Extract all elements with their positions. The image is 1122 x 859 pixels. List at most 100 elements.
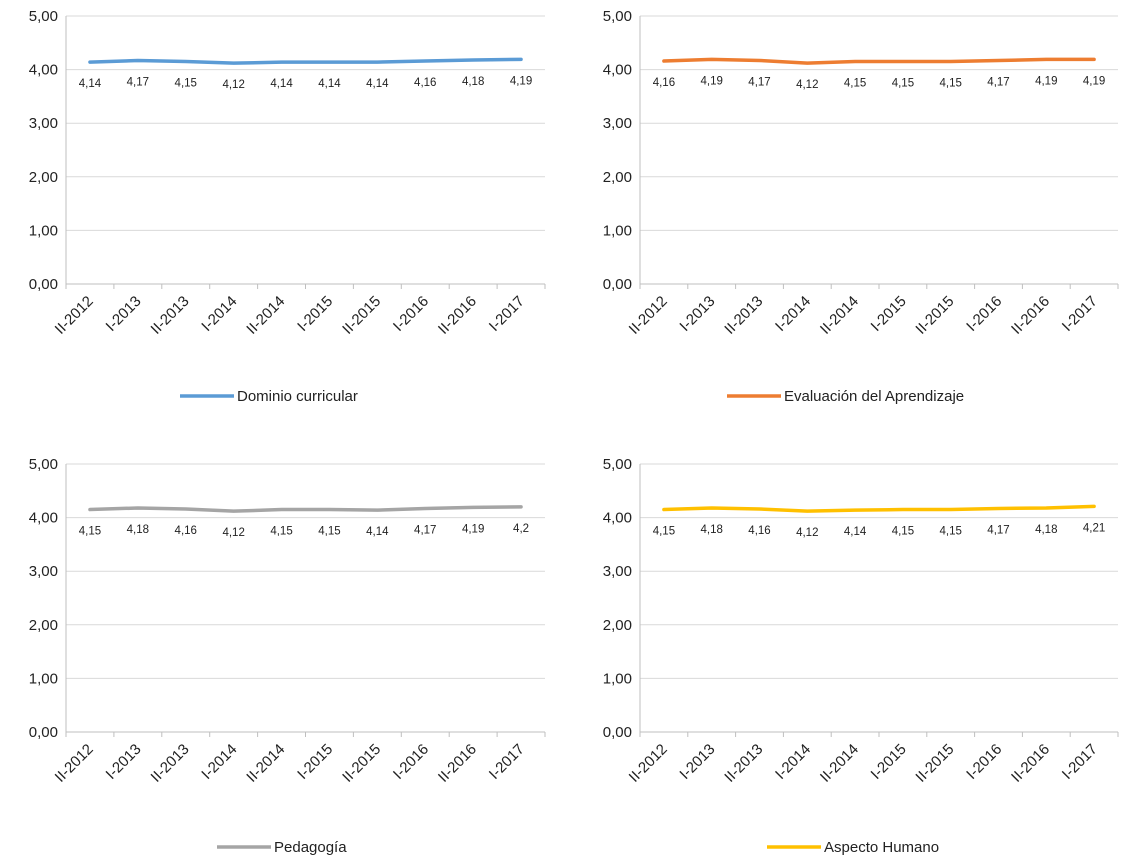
x-tick-label: I-2016 [390, 741, 432, 783]
x-tick-label: II-2016 [1008, 741, 1053, 786]
data-label: 4,15 [653, 526, 675, 538]
x-tick-label: II-2012 [52, 741, 97, 786]
legend-label: Dominio curricular [237, 388, 358, 405]
x-tick-label: I-2016 [390, 293, 432, 335]
x-tick-label: II-2012 [52, 293, 97, 338]
legend-label: Evaluación del Aprendizaje [784, 388, 964, 405]
x-tick-label: I-2015 [868, 293, 910, 335]
y-tick-label: 0,00 [603, 276, 632, 293]
data-label: 4,16 [414, 77, 436, 89]
data-label: 4,18 [127, 524, 149, 536]
data-label: 4,15 [940, 78, 962, 90]
data-label: 4,19 [1035, 75, 1057, 87]
y-tick-label: 3,00 [603, 563, 632, 580]
y-tick-label: 2,00 [29, 169, 58, 186]
data-label: 4,19 [462, 523, 484, 535]
x-tick-label: II-2013 [148, 293, 193, 338]
x-tick-label: I-2015 [294, 741, 336, 783]
data-label: 4,14 [366, 78, 389, 90]
series-line [662, 504, 1096, 513]
x-tick-label: I-2014 [772, 741, 814, 783]
y-tick-label: 0,00 [603, 724, 632, 741]
y-tick-label: 0,00 [29, 724, 58, 741]
data-label: 4,18 [462, 76, 484, 88]
x-tick-label: I-2017 [1059, 741, 1101, 783]
x-tick-label: II-2013 [721, 293, 766, 338]
y-tick-label: 2,00 [603, 617, 632, 634]
data-label: 4,17 [127, 76, 149, 88]
x-tick-label: II-2014 [243, 741, 288, 786]
data-label: 4,15 [79, 526, 101, 538]
y-tick-label: 3,00 [29, 115, 58, 132]
x-tick-label: II-2016 [435, 741, 480, 786]
x-tick-label: I-2016 [963, 293, 1005, 335]
y-tick-label: 5,00 [29, 8, 58, 25]
data-label: 4,17 [987, 76, 1009, 88]
data-label: 4,17 [987, 524, 1009, 536]
data-label: 4,12 [222, 527, 244, 539]
x-tick-label: I-2013 [676, 741, 718, 783]
series-line [662, 57, 1096, 65]
y-tick-label: 1,00 [603, 670, 632, 687]
data-label: 4,19 [701, 75, 723, 87]
data-label: 4,14 [844, 526, 867, 538]
data-label: 4,15 [940, 526, 962, 538]
x-tick-label: I-2016 [963, 741, 1005, 783]
y-tick-label: 4,00 [29, 510, 58, 527]
x-tick-label: II-2012 [626, 293, 671, 338]
x-tick-label: II-2013 [148, 741, 193, 786]
y-tick-label: 3,00 [29, 563, 58, 580]
data-label: 4,16 [653, 77, 675, 89]
x-tick-label: I-2013 [103, 293, 145, 335]
x-tick-label: II-2016 [435, 293, 480, 338]
y-tick-label: 3,00 [603, 115, 632, 132]
y-tick-label: 5,00 [29, 456, 58, 473]
y-tick-label: 1,00 [29, 670, 58, 687]
data-label: 4,18 [1035, 524, 1057, 536]
data-label: 4,17 [414, 524, 436, 536]
data-label: 4,16 [748, 525, 770, 537]
x-tick-label: I-2013 [103, 741, 145, 783]
data-label: 4,14 [270, 78, 293, 90]
x-tick-label: I-2017 [486, 741, 528, 783]
x-tick-label: II-2015 [339, 741, 384, 786]
data-label: 4,14 [318, 78, 341, 90]
series-line [88, 57, 523, 65]
x-tick-label: II-2012 [626, 741, 671, 786]
y-tick-label: 4,00 [603, 62, 632, 79]
y-tick-label: 1,00 [29, 222, 58, 239]
x-tick-label: II-2015 [339, 293, 384, 338]
data-label: 4,19 [1083, 75, 1105, 87]
series-line [88, 505, 523, 513]
data-label: 4,15 [844, 78, 866, 90]
y-tick-label: 5,00 [603, 8, 632, 25]
y-tick-label: 2,00 [29, 617, 58, 634]
data-label: 4,14 [79, 78, 102, 90]
data-label: 4,21 [1083, 522, 1105, 534]
x-tick-label: I-2014 [772, 293, 814, 335]
data-label: 4,12 [796, 527, 818, 539]
y-tick-label: 4,00 [29, 62, 58, 79]
y-tick-label: 4,00 [603, 510, 632, 527]
data-label: 4,14 [366, 526, 389, 538]
data-label: 4,15 [175, 78, 197, 90]
data-label: 4,16 [175, 525, 197, 537]
x-tick-label: II-2015 [912, 741, 957, 786]
x-tick-label: I-2017 [1059, 293, 1101, 335]
data-label: 4,15 [892, 78, 914, 90]
data-label: 4,2 [513, 523, 529, 535]
y-tick-label: 2,00 [603, 169, 632, 186]
data-label: 4,15 [892, 526, 914, 538]
x-tick-label: I-2017 [486, 293, 528, 335]
x-tick-label: II-2014 [243, 293, 288, 338]
data-label: 4,15 [318, 526, 340, 538]
data-label: 4,12 [796, 79, 818, 91]
data-label: 4,19 [510, 75, 532, 87]
x-tick-label: II-2014 [817, 293, 862, 338]
